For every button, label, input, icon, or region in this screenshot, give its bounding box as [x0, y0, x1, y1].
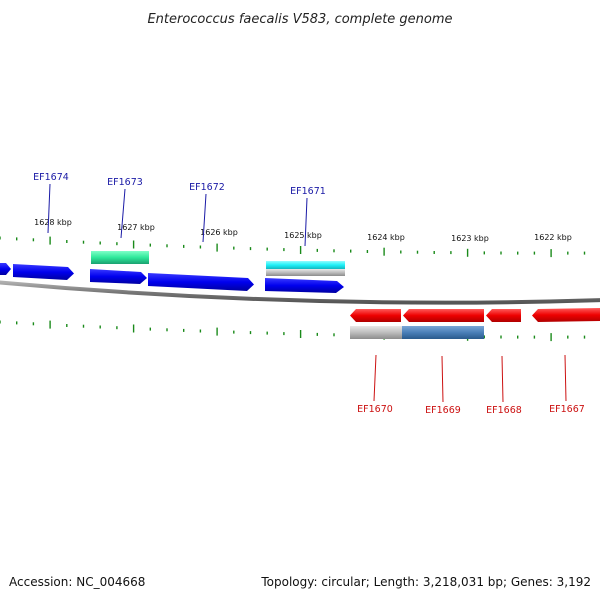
feature-bar-gray-top[interactable]: [266, 269, 345, 276]
kbp-label-1624: 1624 kbp: [367, 233, 405, 242]
gene-arrow-EF1672[interactable]: [148, 273, 254, 291]
gene-arrow-EF1674[interactable]: [13, 264, 74, 280]
forward-strand: [0, 251, 345, 293]
feature-bar-teal[interactable]: [91, 251, 149, 264]
forward-leaders: [47, 183, 308, 247]
gene-label-EF1669[interactable]: EF1669: [425, 405, 461, 416]
reverse-strand: [350, 308, 600, 339]
reverse-gene-labels: EF1670 EF1669 EF1668 EF1667: [357, 404, 585, 416]
feature-bar-gray-bottom[interactable]: [350, 326, 402, 339]
map-title: Enterococcus faecalis V583, complete gen…: [147, 12, 452, 27]
gene-label-EF1671[interactable]: EF1671: [290, 186, 326, 197]
forward-gene-labels: EF1674 EF1673 EF1672 EF1671: [33, 172, 326, 197]
gene-label-EF1672[interactable]: EF1672: [189, 182, 225, 193]
kbp-label-1628: 1628 kbp: [34, 218, 72, 227]
reverse-leaders: [373, 354, 567, 403]
gene-arrow-EF1671[interactable]: [265, 278, 344, 293]
gene-arrow-fwd-partial[interactable]: [0, 263, 11, 275]
kbp-label-1626: 1626 kbp: [200, 228, 238, 237]
gene-arrow-EF1668[interactable]: [486, 309, 521, 322]
gene-label-EF1673[interactable]: EF1673: [107, 177, 143, 188]
kbp-label-1622: 1622 kbp: [534, 233, 572, 242]
kbp-label-1627: 1627 kbp: [117, 223, 155, 232]
bottom-ticks: [0, 320, 586, 342]
gene-label-EF1668[interactable]: EF1668: [486, 405, 522, 416]
feature-bar-cyan[interactable]: [266, 261, 345, 269]
gene-arrow-EF1670[interactable]: [350, 309, 401, 322]
gene-arrow-EF1669[interactable]: [403, 309, 484, 322]
gene-label-EF1667[interactable]: EF1667: [549, 404, 585, 415]
accession-text: Accession: NC_004668: [9, 575, 145, 589]
gene-label-EF1670[interactable]: EF1670: [357, 404, 393, 415]
feature-bar-steel[interactable]: [402, 326, 484, 339]
genome-backbone: [0, 280, 600, 305]
kbp-label-1625: 1625 kbp: [284, 231, 322, 240]
gene-arrow-EF1667[interactable]: [532, 308, 600, 322]
top-ticks: [0, 236, 586, 258]
kbp-label-1623: 1623 kbp: [451, 234, 489, 243]
gene-arrow-EF1673[interactable]: [90, 269, 147, 284]
summary-text: Topology: circular; Length: 3,218,031 bp…: [260, 575, 591, 589]
gene-label-EF1674[interactable]: EF1674: [33, 172, 69, 183]
